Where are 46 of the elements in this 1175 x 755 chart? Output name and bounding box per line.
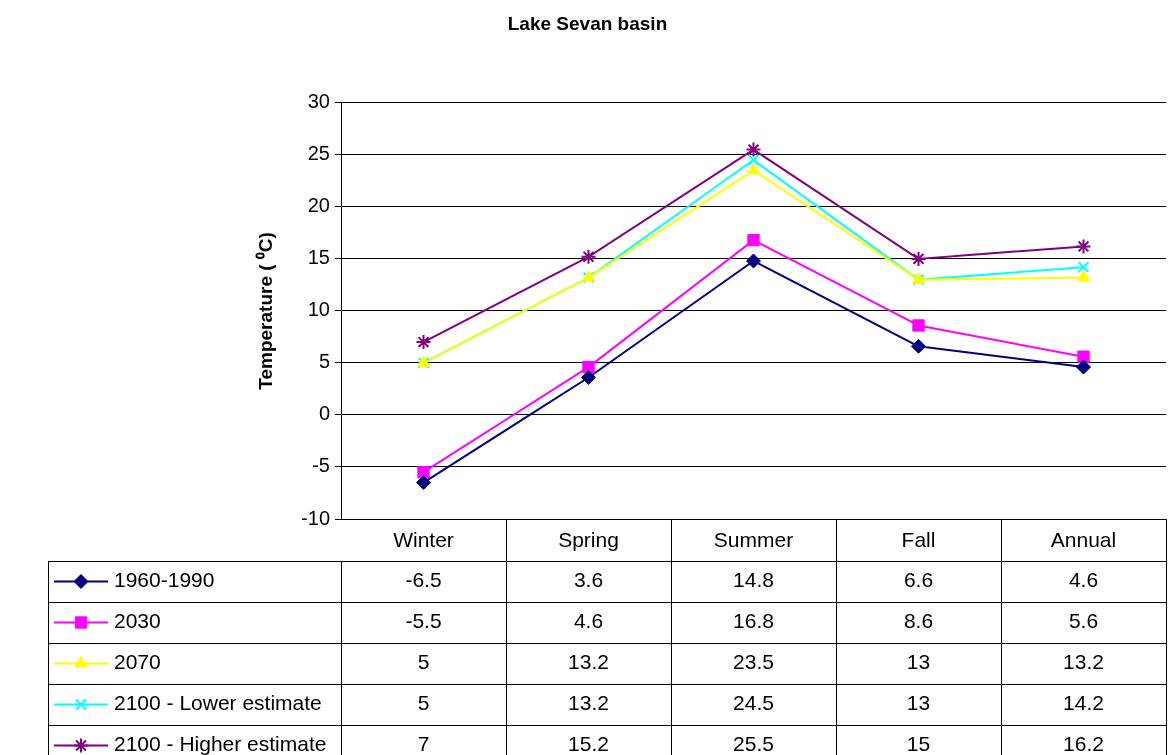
- y-tick-label: 10: [307, 298, 330, 321]
- chart-title: Lake Sevan basin: [507, 12, 668, 34]
- data-label: 15.2: [568, 732, 609, 755]
- data-label: 13: [906, 650, 931, 674]
- data-label: 13: [906, 691, 931, 715]
- data-label: 5: [417, 650, 430, 674]
- data-label: 7: [417, 732, 430, 755]
- data-label: 16.8: [733, 609, 774, 633]
- x-tick-label: Winter: [393, 528, 454, 552]
- data-label: 14.2: [1063, 691, 1104, 715]
- y-tick-label: 25: [307, 142, 330, 165]
- x-tick-label: Summer: [713, 528, 794, 552]
- data-label: 24.5: [733, 691, 774, 715]
- data-label: 13.2: [568, 650, 609, 674]
- x-tick-label: Spring: [558, 528, 619, 552]
- data-label: 16.2: [1063, 732, 1104, 755]
- y-tick-label: -5: [312, 454, 330, 477]
- data-label: 5: [417, 691, 430, 715]
- legend-label: 2030: [114, 609, 161, 633]
- x-tick-label: Annual: [1050, 528, 1117, 552]
- legend-label: 2100 - Lower estimate: [114, 691, 322, 715]
- data-label: 13.2: [568, 691, 609, 715]
- legend-label: 2100 - Higher estimate: [114, 732, 327, 755]
- data-label: 25.5: [733, 732, 774, 755]
- y-tick-label: 0: [318, 402, 330, 425]
- data-label: 14.8: [733, 568, 774, 592]
- legend-label: 1960-1990: [114, 568, 215, 592]
- y-tick-label: 15: [307, 246, 330, 269]
- y-tick-label: 30: [307, 90, 330, 113]
- data-label: 13.2: [1063, 650, 1104, 674]
- data-label: 4.6: [1068, 568, 1099, 592]
- legend-label: 2070: [114, 650, 161, 674]
- y-tick-label: -10: [301, 506, 330, 529]
- data-label: -5.5: [405, 609, 442, 633]
- data-label: 3.6: [573, 568, 604, 592]
- data-label: 6.6: [903, 568, 934, 592]
- y-tick-label: 5: [318, 350, 330, 373]
- data-label: 23.5: [733, 650, 774, 674]
- y-axis-title: Temperature ( ⁰C): [254, 232, 276, 390]
- x-tick-label: Fall: [901, 528, 936, 552]
- data-label: -6.5: [405, 568, 442, 592]
- y-tick-label: 20: [307, 194, 330, 217]
- data-label: 8.6: [903, 609, 934, 633]
- data-label: 15: [906, 732, 931, 755]
- data-label: 5.6: [1068, 609, 1099, 633]
- data-label: 4.6: [573, 609, 604, 633]
